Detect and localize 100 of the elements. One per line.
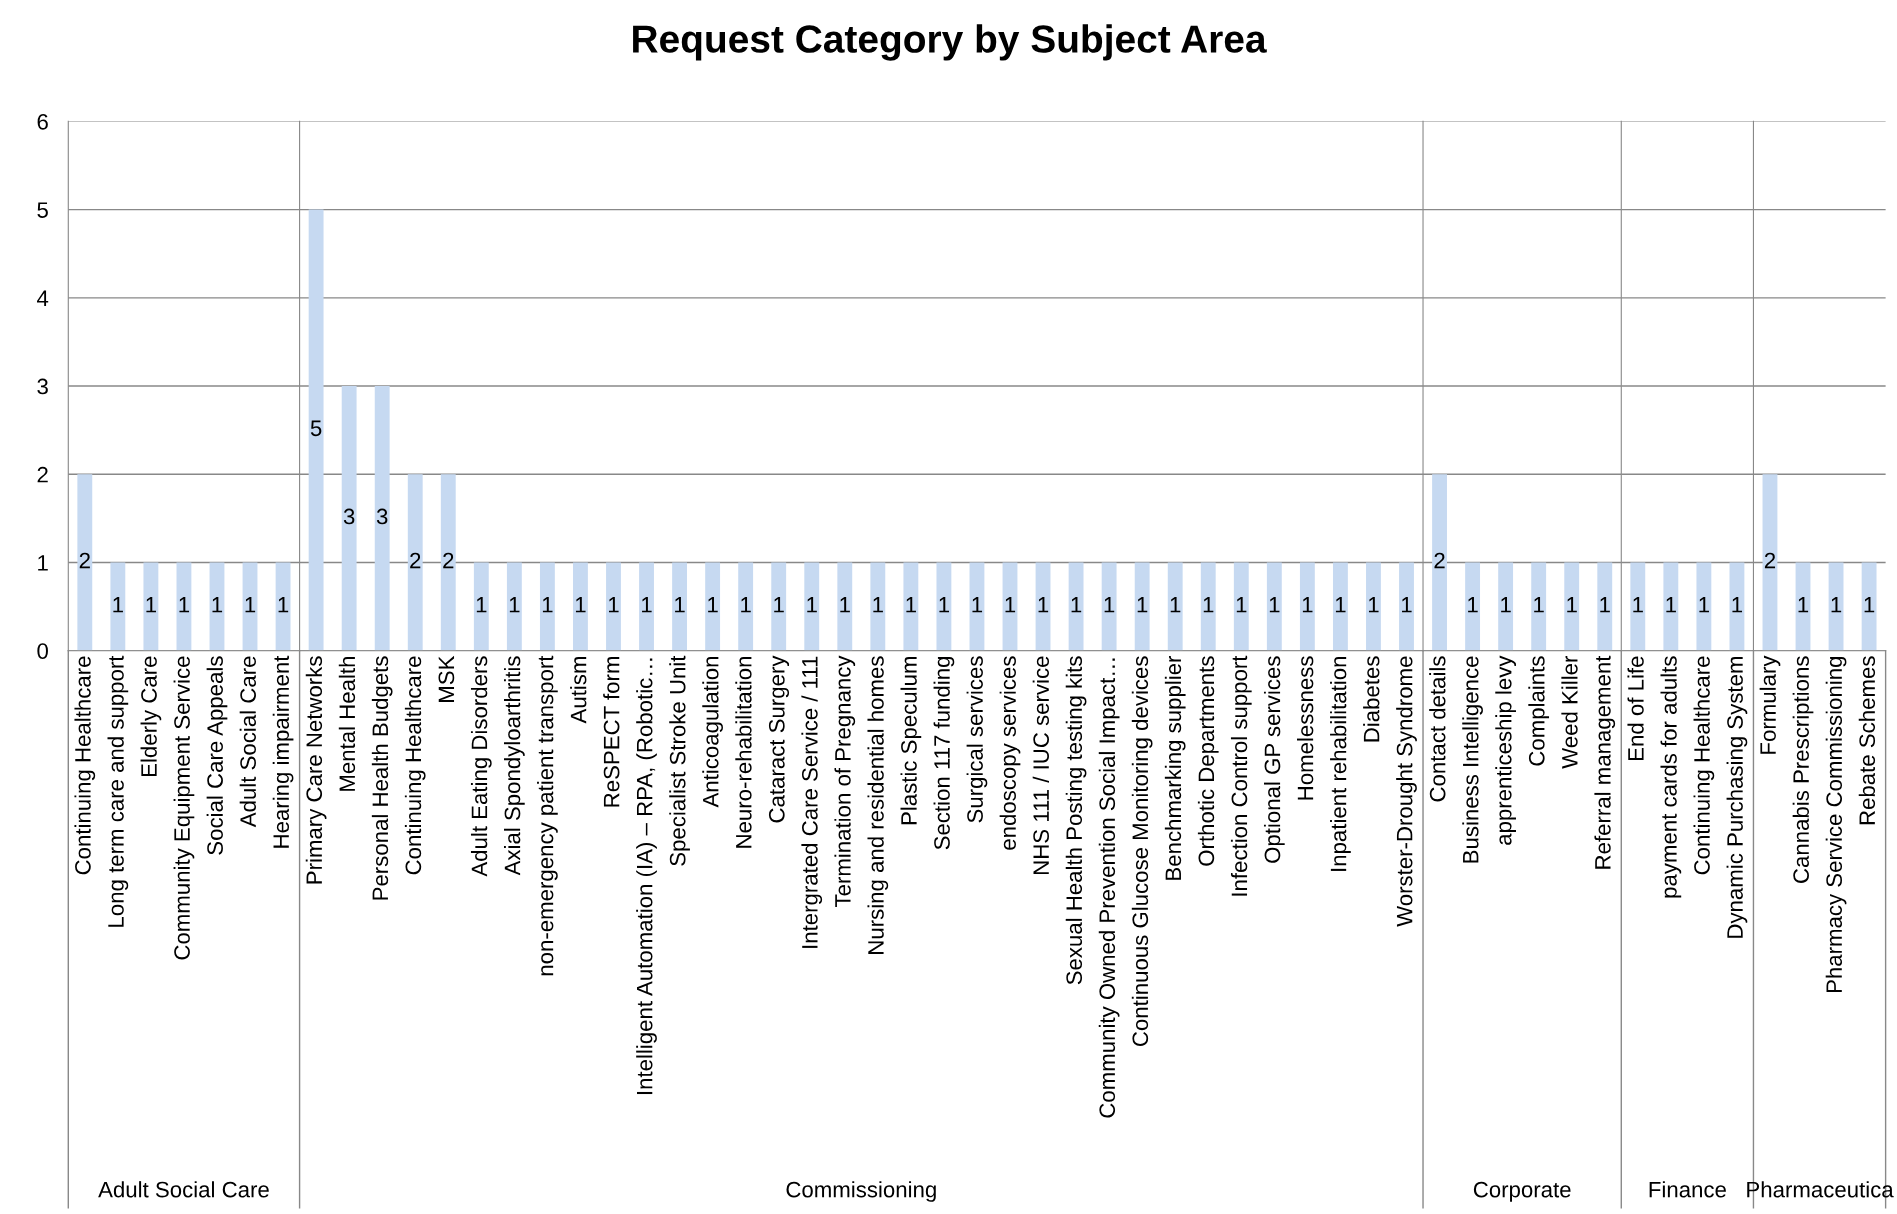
data-label: 1 [675,597,685,613]
bar [870,562,886,651]
x-tick-label: Optional GP services [1263,656,1285,863]
y-tick-label: 4 [37,290,49,306]
x-axis-title: Finance [1649,1181,1726,1198]
bar [1266,562,1282,651]
bar [1167,562,1183,651]
data-label: 1 [1567,597,1577,613]
data-label: 1 [146,597,156,613]
data-label: 1 [708,597,718,613]
data-label: 2 [1764,552,1776,569]
x-tick-label: Mental Health [338,657,356,791]
bar [1366,562,1381,651]
x-tick-label: Benchmarking supplier [1164,655,1186,880]
y-tick-label: 2 [37,466,48,483]
x-tick-label: Primary Care Networks [305,656,327,884]
data-label: 3 [376,508,388,525]
bar [672,562,688,651]
data-label: 1 [1699,597,1709,613]
data-label: 1 [179,597,190,613]
data-label: 1 [1368,597,1379,613]
x-tick-label: Diabetes [1363,656,1380,742]
x-tick-label: Rebate Schemes [1858,656,1876,825]
data-label: 1 [1104,597,1115,613]
data-label: 1 [1137,597,1148,613]
x-tick-label: Complaints [1528,656,1550,766]
y-tick-label: 1 [38,555,48,571]
data-label: 1 [807,597,817,613]
x-tick-label: Cataract Surgery [768,655,790,823]
x-tick-label: Autism [570,657,587,724]
data-label: 1 [1269,597,1280,613]
x-tick-label: endoscopy services [999,656,1021,850]
data-label: 1 [1071,597,1082,613]
x-tick-label: Continuous Glucose Monitoring devices [1131,656,1153,1046]
x-tick-label: Social Care Appeals [206,656,228,855]
data-label: 1 [1534,597,1544,613]
x-tick-label: Nursing and residential homes [867,656,889,954]
bar [1134,562,1150,651]
x-tick-label: Infection Control support [1230,655,1252,896]
bar [1399,562,1414,651]
x-tick-label: Dynamic Purchasing System [1726,657,1748,938]
data-label: 1 [939,597,950,613]
data-label: 1 [1236,597,1247,613]
x-tick-label: Neuro-rehabilitation [735,656,752,848]
x-tick-label: Adult Eating Disorders [470,656,492,877]
x-tick-label: Referral management [1594,655,1616,869]
data-label: 1 [774,597,784,613]
bar [1068,562,1084,651]
x-axis-title: Corporate [1473,1181,1571,1202]
x-tick-label: Continuing Healthcare [1693,656,1715,875]
x-tick-label: NHS 111 / IUC service [1032,656,1049,874]
bar [705,562,721,651]
x-tick-label: Long term care and support [107,655,129,927]
x-tick-label: Adult Social Care [239,656,256,828]
x-tick-label: End of Life [1627,656,1644,760]
data-label: 3 [343,508,355,525]
data-label: 1 [1666,597,1676,613]
x-tick-label: Cannabis Prescriptions [1792,656,1814,883]
bar [1299,562,1315,651]
data-label: 1 [476,597,487,613]
bar [1332,562,1348,651]
data-label: 1 [1732,597,1743,613]
data-label: 2 [79,552,90,569]
x-tick-label: Business Intelligence [1462,656,1483,863]
data-label: 1 [741,597,751,613]
x-tick-label: Hearing impairment [272,655,294,848]
x-tick-label: Orthotic Departments [1197,656,1219,866]
bar [1233,562,1249,651]
data-label: 1 [1038,597,1049,613]
x-tick-label: Inpatient rehabilitation [1330,656,1351,871]
data-label: 1 [1798,597,1809,613]
x-tick-label: non-emergency patient transport [537,655,558,976]
bar [1200,562,1216,651]
x-tick-label: MSK [438,655,455,702]
bar [837,562,853,651]
bar [1002,562,1018,651]
data-label: 1 [278,597,289,613]
x-tick-label: ReSPECT form [603,657,620,807]
data-label: 1 [509,597,520,613]
data-label: 1 [840,597,850,613]
data-label: 2 [410,552,421,569]
x-tick-label: Weed Killer [1561,655,1578,769]
data-label: 1 [575,597,586,613]
x-tick-label: Worster-Drought Syndrome [1396,656,1417,927]
data-label: 1 [1402,597,1412,613]
data-label: 1 [245,597,256,613]
data-label: 2 [443,552,454,569]
x-tick-label: payment cards for adults [1660,656,1682,898]
x-tick-label: Pharmacy Service Commissioning [1825,656,1847,993]
data-label: 2 [1434,552,1445,569]
bar [771,562,787,651]
x-axis-title: Adult Social Care [98,1181,269,1198]
data-label: 1 [873,597,883,613]
x-axis-title: Pharmaceutica [1747,1181,1894,1198]
bar [639,562,654,651]
x-tick-label: Continuing Healthcare [74,656,96,875]
bar [407,474,423,651]
x-tick-label: Contact details [1429,656,1446,802]
x-tick-label: Sexual Health Posting testing kits [1065,656,1087,985]
y-tick-label: 6 [37,113,48,130]
